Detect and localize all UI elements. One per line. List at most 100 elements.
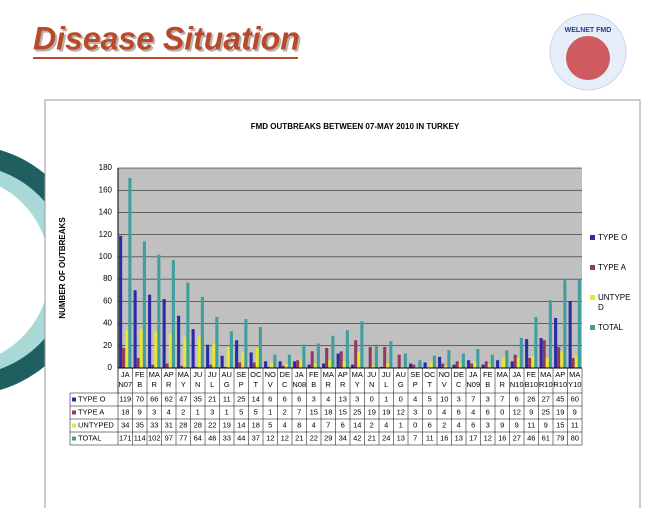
table-cell: 3 bbox=[152, 407, 156, 416]
table-cell: 9 bbox=[529, 407, 533, 416]
legend-swatch bbox=[590, 325, 595, 330]
bar bbox=[122, 348, 126, 368]
bar bbox=[548, 300, 552, 368]
table-cell: 97 bbox=[165, 433, 173, 442]
table-cell: 0 bbox=[370, 394, 374, 403]
table-cell: 4 bbox=[167, 407, 171, 416]
bar bbox=[194, 366, 198, 368]
table-cell: 46 bbox=[208, 433, 216, 442]
bar bbox=[487, 364, 491, 368]
y-tick-label: 180 bbox=[99, 163, 113, 172]
bar bbox=[432, 355, 436, 368]
table-cell: 6 bbox=[268, 394, 272, 403]
bar bbox=[162, 299, 166, 368]
bar bbox=[119, 235, 123, 368]
y-tick-label: 100 bbox=[99, 252, 113, 261]
bar bbox=[316, 343, 320, 368]
bar bbox=[389, 341, 393, 368]
bar bbox=[165, 363, 169, 368]
x-tick-label: AU G bbox=[222, 370, 232, 389]
x-tick-label: FE B10 bbox=[525, 370, 538, 389]
table-cell: 47 bbox=[179, 394, 187, 403]
bar bbox=[458, 363, 462, 368]
bar bbox=[180, 365, 184, 368]
legend-swatch bbox=[590, 235, 595, 240]
bar bbox=[481, 364, 485, 368]
bar bbox=[183, 336, 187, 368]
x-tick-label: MA R bbox=[149, 370, 160, 389]
table-cell: 18 bbox=[121, 407, 129, 416]
x-tick-label: JU L bbox=[382, 370, 391, 389]
y-tick-label: 40 bbox=[103, 319, 112, 328]
decor-ring bbox=[0, 186, 50, 354]
bar bbox=[302, 344, 306, 368]
x-tick-label: JU N bbox=[193, 370, 202, 389]
bar bbox=[476, 349, 480, 368]
table-cell: 0 bbox=[399, 394, 403, 403]
x-tick-label: JU L bbox=[208, 370, 217, 389]
table-cell: 35 bbox=[194, 394, 202, 403]
x-tick-label: FE B bbox=[309, 370, 319, 389]
x-tick-label: DE C bbox=[280, 370, 290, 389]
bar bbox=[249, 352, 253, 368]
bar bbox=[563, 280, 567, 368]
bar bbox=[186, 282, 190, 368]
bar bbox=[200, 296, 204, 368]
table-cell: 17 bbox=[469, 433, 477, 442]
bar bbox=[354, 340, 358, 368]
legend-label: TOTAL bbox=[598, 323, 624, 332]
table-cell: 25 bbox=[542, 407, 550, 416]
y-tick-label: 140 bbox=[99, 208, 113, 217]
legend-label: TYPE O bbox=[598, 233, 627, 242]
bar bbox=[403, 353, 407, 368]
table-cell: 14 bbox=[353, 420, 361, 429]
table-cell: 28 bbox=[194, 420, 202, 429]
table-cell: 66 bbox=[150, 394, 158, 403]
table-cell: 11 bbox=[527, 420, 535, 429]
table-cell: 5 bbox=[428, 394, 432, 403]
bar bbox=[360, 321, 364, 368]
bar bbox=[574, 355, 578, 368]
bar bbox=[255, 348, 259, 368]
table-cell: 21 bbox=[208, 394, 216, 403]
table-key bbox=[72, 436, 76, 441]
table-cell: 3 bbox=[312, 394, 316, 403]
x-tick-label: MA R bbox=[497, 370, 508, 389]
bar bbox=[209, 364, 213, 368]
plot-area bbox=[118, 168, 582, 368]
table-cell: 26 bbox=[527, 394, 535, 403]
table-cell: 22 bbox=[208, 420, 216, 429]
table-cell: 12 bbox=[513, 407, 521, 416]
y-tick-label: 0 bbox=[108, 363, 113, 372]
table-cell: 171 bbox=[119, 433, 132, 442]
table-cell: 29 bbox=[324, 433, 332, 442]
table-cell: 3 bbox=[413, 407, 417, 416]
bar bbox=[461, 353, 465, 368]
bar bbox=[345, 330, 349, 368]
table-cell: 45 bbox=[556, 394, 564, 403]
table-cell: 6 bbox=[457, 407, 461, 416]
table-cell: 4 bbox=[471, 407, 475, 416]
x-tick-label: OC T bbox=[250, 370, 262, 389]
x-tick-label: MA R bbox=[323, 370, 334, 389]
table-cell: 7 bbox=[297, 407, 301, 416]
bar bbox=[490, 354, 494, 368]
bar bbox=[545, 358, 549, 368]
bar bbox=[322, 363, 326, 368]
table-cell: 6 bbox=[283, 394, 287, 403]
bar bbox=[505, 350, 509, 368]
table-cell: 27 bbox=[542, 394, 550, 403]
bar bbox=[171, 260, 175, 368]
bar bbox=[142, 241, 146, 368]
x-tick-label: JA N10 bbox=[510, 370, 524, 389]
table-key bbox=[72, 423, 76, 428]
table-cell: 6 bbox=[486, 407, 490, 416]
table-cell: 80 bbox=[571, 433, 579, 442]
bar bbox=[412, 364, 416, 368]
bar bbox=[539, 338, 543, 368]
bar bbox=[310, 351, 314, 368]
table-cell: 2 bbox=[442, 420, 446, 429]
table-cell: 114 bbox=[134, 433, 146, 442]
table-cell: 12 bbox=[281, 433, 289, 442]
table-cell: 1 bbox=[268, 407, 272, 416]
